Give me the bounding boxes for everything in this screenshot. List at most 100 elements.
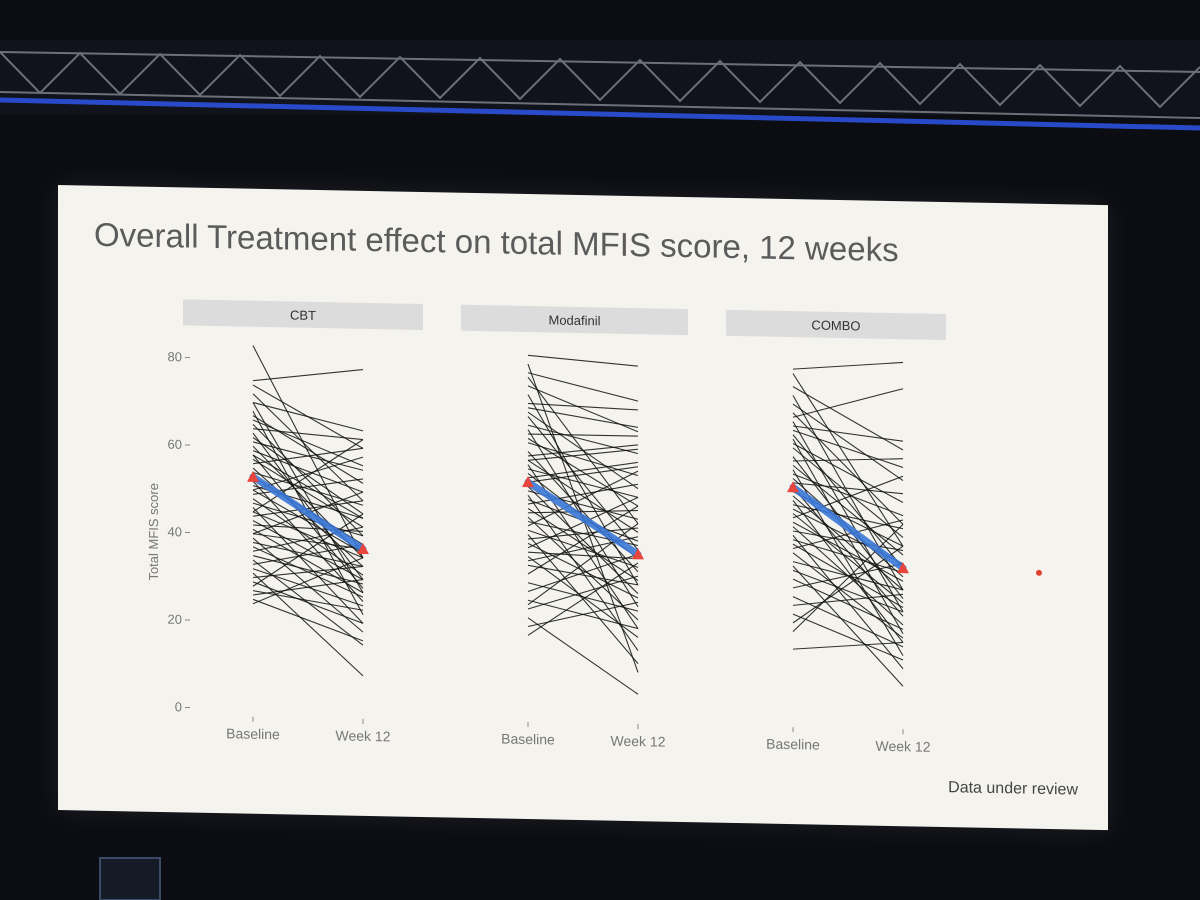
participant-line bbox=[792, 513, 904, 604]
participant-line bbox=[527, 444, 639, 457]
participant-line bbox=[252, 393, 364, 502]
x-tick-label: Week 12 bbox=[336, 727, 391, 744]
facet-strip bbox=[726, 309, 946, 341]
participant-line bbox=[252, 544, 364, 565]
y-tick-label: 40 bbox=[168, 524, 182, 539]
y-tick-label: 0 bbox=[175, 699, 182, 714]
participant-line bbox=[792, 361, 904, 370]
participant-line bbox=[252, 471, 364, 506]
participant-line bbox=[792, 429, 904, 468]
participant-line bbox=[527, 407, 639, 428]
participant-line bbox=[792, 535, 904, 670]
mean-trend-line bbox=[789, 483, 907, 572]
participant-line bbox=[792, 447, 904, 538]
participant-line bbox=[527, 516, 639, 621]
floor-fixture bbox=[99, 857, 161, 900]
participant-line bbox=[792, 596, 904, 648]
participant-line bbox=[252, 450, 364, 493]
participant-line bbox=[792, 473, 904, 517]
participant-line bbox=[252, 428, 364, 441]
participant-line bbox=[527, 459, 639, 533]
participant-line bbox=[792, 613, 904, 661]
y-tick-label: 20 bbox=[168, 612, 182, 627]
participant-line bbox=[792, 482, 904, 495]
laser-pointer-dot bbox=[1036, 569, 1042, 576]
participant-line bbox=[527, 354, 639, 367]
participant-line bbox=[527, 601, 639, 628]
y-tick-label: 80 bbox=[168, 349, 182, 364]
participant-line bbox=[527, 483, 639, 505]
participant-line bbox=[792, 403, 904, 482]
facet-label: CBT bbox=[290, 307, 316, 322]
participant-line bbox=[527, 466, 639, 483]
participant-line bbox=[792, 523, 904, 633]
participant-line bbox=[527, 496, 639, 549]
participant-line bbox=[252, 447, 364, 465]
participant-line bbox=[527, 442, 639, 477]
lighting-truss bbox=[0, 51, 1200, 119]
participant-line bbox=[527, 582, 639, 612]
participant-line bbox=[528, 433, 638, 437]
data-status-note: Data under review bbox=[948, 779, 1078, 799]
participant-line bbox=[527, 437, 639, 507]
panel-cbt: CBT Baseline Week 12 bbox=[183, 299, 423, 744]
x-tick-label: Week 12 bbox=[876, 738, 931, 755]
mean-point bbox=[247, 470, 259, 482]
mean-point bbox=[522, 476, 534, 488]
participant-line bbox=[792, 500, 904, 643]
participant-line bbox=[527, 551, 639, 560]
participant-line bbox=[527, 470, 639, 527]
participant-line bbox=[252, 524, 364, 533]
facet-strip bbox=[183, 299, 423, 331]
panel-combo: COMBO Baseline Week 12 bbox=[726, 309, 946, 755]
participant-line bbox=[792, 539, 904, 574]
x-tick-label: Baseline bbox=[501, 731, 555, 748]
participant-line bbox=[527, 372, 639, 402]
mean-point bbox=[632, 548, 644, 560]
participant-line bbox=[792, 521, 904, 582]
participant-line bbox=[792, 545, 904, 624]
facet-strip bbox=[461, 304, 688, 336]
participant-line bbox=[252, 401, 364, 432]
participant-line bbox=[792, 552, 904, 639]
mean-trend-line bbox=[249, 473, 367, 553]
participant-line bbox=[252, 439, 364, 513]
participant-line bbox=[792, 563, 904, 589]
participant-line bbox=[527, 448, 639, 461]
participant-line bbox=[252, 581, 364, 624]
participant-line bbox=[792, 569, 904, 613]
participant-line bbox=[252, 513, 364, 587]
presentation-slide: Overall Treatment effect on total MFIS s… bbox=[58, 185, 1108, 831]
participant-line bbox=[527, 461, 639, 479]
participant-line bbox=[252, 402, 364, 593]
participant-line bbox=[252, 598, 364, 642]
participant-line bbox=[252, 533, 364, 550]
mean-point bbox=[357, 542, 369, 555]
participant-line bbox=[252, 345, 364, 558]
participant-line bbox=[252, 579, 364, 596]
participant-line bbox=[527, 536, 639, 562]
participant-line bbox=[527, 542, 639, 599]
participant-line bbox=[527, 527, 639, 540]
participant-line bbox=[792, 458, 904, 462]
participant-line bbox=[792, 495, 904, 591]
facet-label: COMBO bbox=[811, 317, 860, 333]
participant-line bbox=[792, 434, 904, 569]
participant-line bbox=[792, 578, 904, 630]
facet-label: Modafinil bbox=[548, 312, 600, 328]
x-tick-label: Week 12 bbox=[611, 733, 666, 750]
blue-light-strip bbox=[0, 97, 1200, 131]
participant-line bbox=[252, 456, 364, 491]
mean-point bbox=[897, 562, 909, 574]
y-axis-title: Total MFIS score bbox=[146, 483, 161, 581]
participant-line bbox=[792, 412, 904, 525]
participant-line bbox=[252, 423, 364, 537]
participant-line bbox=[252, 489, 364, 554]
participant-line bbox=[252, 500, 364, 517]
participant-line bbox=[792, 475, 904, 519]
participant-line bbox=[792, 530, 904, 552]
participant-line bbox=[252, 454, 364, 519]
participant-line bbox=[527, 468, 639, 498]
participant-line bbox=[252, 555, 364, 585]
x-tick-label: Baseline bbox=[226, 725, 280, 742]
